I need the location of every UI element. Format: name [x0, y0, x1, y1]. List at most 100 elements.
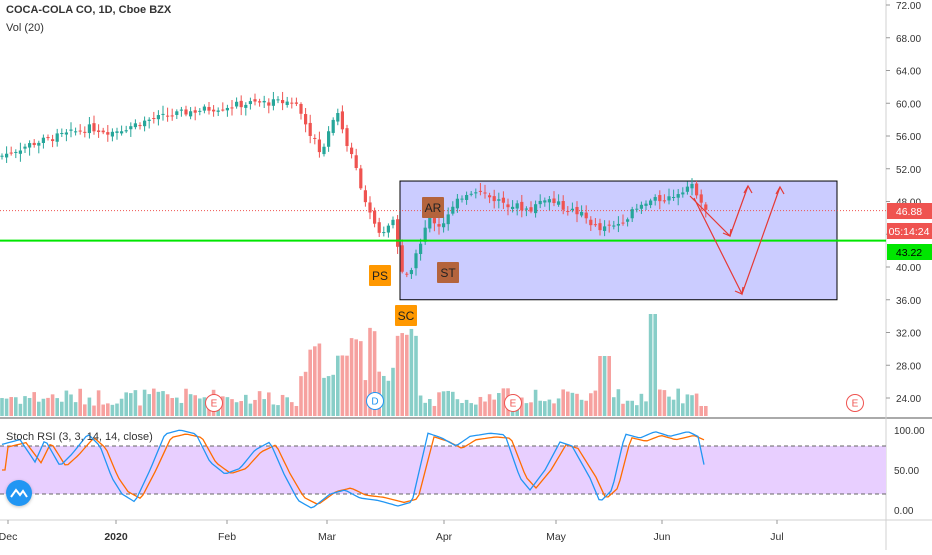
- candle: [313, 137, 317, 139]
- volume-bar: [69, 394, 73, 416]
- arrow-head: [734, 286, 744, 295]
- time-axis-label-feb: Feb: [218, 531, 236, 543]
- candle: [676, 194, 680, 198]
- wyckoff-label-st: ST: [440, 266, 456, 280]
- event-marker-label: D: [371, 397, 378, 408]
- candle: [478, 190, 482, 192]
- candle: [630, 209, 634, 219]
- candle: [492, 196, 496, 202]
- candle: [271, 99, 275, 106]
- volume-bar: [625, 400, 630, 416]
- volume-bar: [607, 356, 611, 416]
- volume-bar: [676, 388, 680, 416]
- price-tick-label: 60.00: [896, 99, 921, 110]
- candle: [704, 204, 708, 210]
- price-tick-label: 28.00: [896, 361, 921, 372]
- volume-bar: [418, 395, 423, 416]
- volume-bar: [313, 346, 317, 416]
- candle: [644, 203, 648, 206]
- candle: [253, 99, 257, 102]
- candle: [446, 214, 450, 225]
- time-axis-label-jun: Jun: [654, 531, 671, 543]
- volume-bar: [92, 405, 96, 416]
- candle: [690, 183, 694, 189]
- candle: [166, 115, 170, 117]
- candle: [649, 200, 653, 206]
- candle: [474, 192, 478, 194]
- stoch-d-line: [2, 433, 705, 505]
- volume-bar: [409, 328, 414, 416]
- volume-bar: [579, 399, 584, 416]
- candle: [405, 273, 409, 275]
- volume-bar: [207, 405, 211, 416]
- volume-bar: [290, 402, 294, 416]
- volume-bar: [552, 403, 556, 416]
- candle: [46, 137, 50, 139]
- candle: [598, 223, 602, 231]
- time-axis-label-apr: Apr: [436, 531, 453, 543]
- candle: [350, 147, 354, 155]
- volume-bar: [354, 339, 358, 416]
- candle: [101, 130, 105, 133]
- candle: [230, 107, 234, 109]
- price-tick-label: 64.00: [896, 67, 921, 78]
- candle: [672, 196, 676, 198]
- event-marker: [366, 392, 384, 410]
- candle: [0, 155, 4, 157]
- volume-bar: [556, 398, 561, 416]
- candle: [60, 133, 64, 135]
- volume-bar: [474, 404, 478, 416]
- price-tick-label: 72.00: [896, 1, 921, 12]
- volume-bar: [101, 404, 105, 416]
- candle: [437, 224, 441, 227]
- candle: [538, 200, 542, 205]
- volume-bar: [363, 380, 368, 416]
- volume-bar: [248, 403, 253, 416]
- volume-bar: [612, 397, 616, 416]
- volume-bar: [662, 390, 667, 416]
- candle: [207, 106, 211, 111]
- candle: [115, 131, 119, 133]
- event-marker-label: E: [510, 399, 517, 410]
- candle: [290, 102, 294, 104]
- candle: [511, 206, 515, 210]
- volume-bar: [110, 404, 115, 416]
- candle: [244, 104, 248, 108]
- tradingview-logo-icon[interactable]: [6, 480, 32, 506]
- candle: [55, 133, 59, 142]
- current-price-badge: 46.88: [896, 206, 922, 218]
- arrow-head: [743, 184, 753, 194]
- candle: [23, 146, 27, 149]
- candle: [639, 204, 643, 209]
- candle: [566, 211, 570, 213]
- candle: [607, 224, 611, 226]
- volume-bar: [87, 397, 92, 416]
- candle: [129, 126, 133, 130]
- price-tick-label: 36.00: [896, 296, 921, 307]
- candle: [396, 219, 400, 247]
- volume-bar: [253, 399, 257, 416]
- volume-bar: [570, 392, 575, 416]
- candle: [147, 119, 151, 121]
- volume-bar: [179, 402, 184, 416]
- volume-bar: [244, 394, 248, 416]
- candle: [156, 115, 160, 120]
- volume-series: [0, 314, 708, 416]
- candle: [386, 225, 390, 233]
- candle: [612, 225, 616, 227]
- volume-bar: [524, 403, 529, 416]
- time-axis-label-2020: 2020: [104, 531, 128, 543]
- current-price-badge-bg: [887, 203, 932, 219]
- support-price-badge-bg: [887, 244, 932, 260]
- volume-bar: [276, 405, 280, 416]
- candle: [488, 195, 492, 198]
- volume-bar: [432, 405, 437, 416]
- candle: [580, 211, 584, 216]
- volume-bar: [234, 402, 239, 416]
- volume-bar: [685, 394, 690, 416]
- candle: [331, 119, 335, 133]
- volume-bar: [175, 397, 179, 416]
- candle: [170, 115, 174, 117]
